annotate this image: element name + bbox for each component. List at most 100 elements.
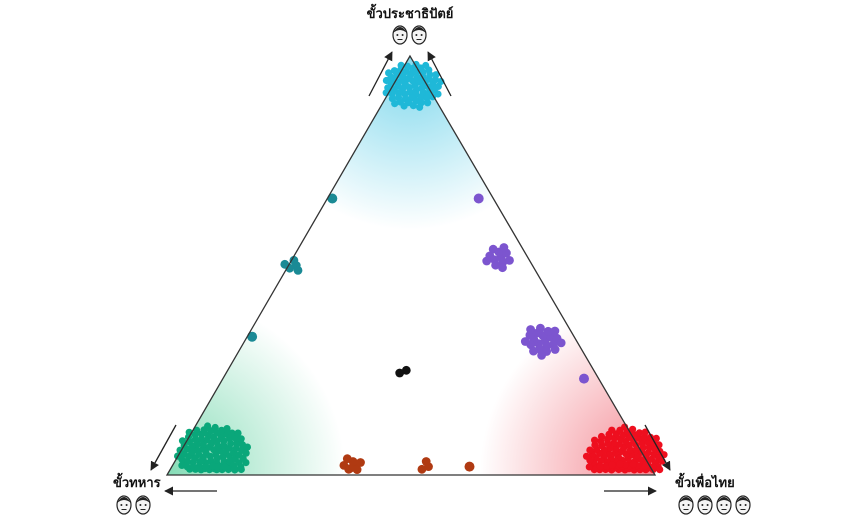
data-point [391, 100, 399, 108]
data-point [211, 423, 219, 432]
point-cluster-3-2 [520, 323, 566, 360]
data-point [520, 337, 530, 346]
arrow-top-left [368, 51, 393, 97]
data-point [409, 102, 417, 110]
data-point [491, 260, 500, 270]
data-point [526, 325, 535, 334]
data-point [499, 243, 509, 252]
point-cluster-4-1 [280, 255, 303, 275]
face-icon-right-0 [678, 495, 694, 515]
data-point [234, 429, 242, 437]
data-point [237, 435, 245, 443]
data-point [434, 90, 442, 98]
point-cluster-6-0 [339, 454, 365, 474]
data-point [230, 465, 239, 473]
face-icon-left-1 [135, 495, 151, 515]
data-point [550, 345, 560, 354]
data-point [488, 244, 498, 254]
data-point [641, 428, 649, 436]
data-point [550, 326, 560, 336]
data-point [464, 461, 475, 472]
data-point [417, 93, 425, 101]
data-point [529, 346, 538, 356]
data-point [621, 461, 629, 469]
data-point [498, 263, 507, 273]
data-point [586, 446, 594, 454]
data-point [327, 193, 338, 204]
data-point [237, 465, 245, 474]
data-point [401, 365, 411, 375]
data-point [247, 331, 258, 342]
data-point [390, 67, 399, 75]
data-point [421, 457, 431, 466]
data-point [223, 425, 231, 433]
point-cluster-4-0 [327, 193, 338, 204]
data-point [629, 460, 637, 469]
data-point [591, 436, 599, 444]
face-icon-top-0 [392, 25, 408, 45]
arrow-right-up [644, 424, 671, 471]
data-point [536, 323, 545, 333]
data-point [178, 461, 186, 469]
data-point [385, 69, 393, 77]
point-cluster-3-3 [579, 373, 589, 384]
data-point [356, 458, 365, 467]
data-point [345, 464, 355, 473]
data-point [178, 437, 187, 445]
data-point [505, 256, 514, 265]
data-point [473, 193, 484, 204]
point-cluster-3-1 [482, 243, 514, 273]
data-point [616, 460, 624, 468]
data-point [190, 464, 198, 472]
data-point [432, 71, 440, 79]
arrow-left-up [150, 424, 177, 471]
data-point [416, 103, 424, 111]
data-point [543, 326, 553, 336]
data-point [602, 462, 610, 470]
data-point [597, 432, 606, 441]
data-point [417, 464, 427, 474]
point-cluster-5-0 [395, 365, 411, 378]
data-point [482, 256, 492, 266]
data-point [537, 351, 546, 360]
point-cluster-6-2 [464, 461, 475, 472]
triangle-background [167, 56, 655, 475]
data-point [342, 454, 352, 464]
gradient-right [167, 56, 655, 475]
data-point [243, 443, 251, 451]
data-point [242, 449, 250, 457]
data-point [209, 462, 217, 470]
data-point [228, 429, 236, 437]
data-point [218, 426, 226, 434]
data-point [652, 434, 660, 442]
data-point [635, 434, 643, 442]
data-point [400, 102, 408, 110]
pole-label-top: ขั้วประชาธิปัตย์ [367, 3, 454, 22]
data-point [424, 99, 432, 107]
data-point [196, 464, 204, 472]
data-point [382, 76, 390, 85]
point-cluster-2-0 [582, 423, 668, 474]
data-point [629, 425, 637, 433]
pole-arrows [150, 51, 671, 496]
triangle-outline [165, 54, 657, 476]
data-point [289, 255, 299, 265]
data-point [204, 422, 212, 430]
data-point [222, 430, 231, 438]
point-cluster-0-0 [382, 60, 445, 111]
data-point [641, 462, 649, 470]
data-point [242, 459, 250, 467]
point-cluster-4-2 [247, 331, 258, 342]
data-point [193, 426, 201, 434]
point-cluster-1-0 [174, 422, 251, 474]
data-point [395, 368, 405, 378]
data-point [221, 463, 229, 471]
data-point [352, 465, 362, 474]
arrow-top-right [427, 51, 452, 97]
face-icon-right-3 [735, 495, 751, 515]
politician-faces [116, 25, 751, 515]
data-point [608, 426, 616, 434]
data-point [556, 338, 566, 348]
data-points [174, 60, 668, 474]
